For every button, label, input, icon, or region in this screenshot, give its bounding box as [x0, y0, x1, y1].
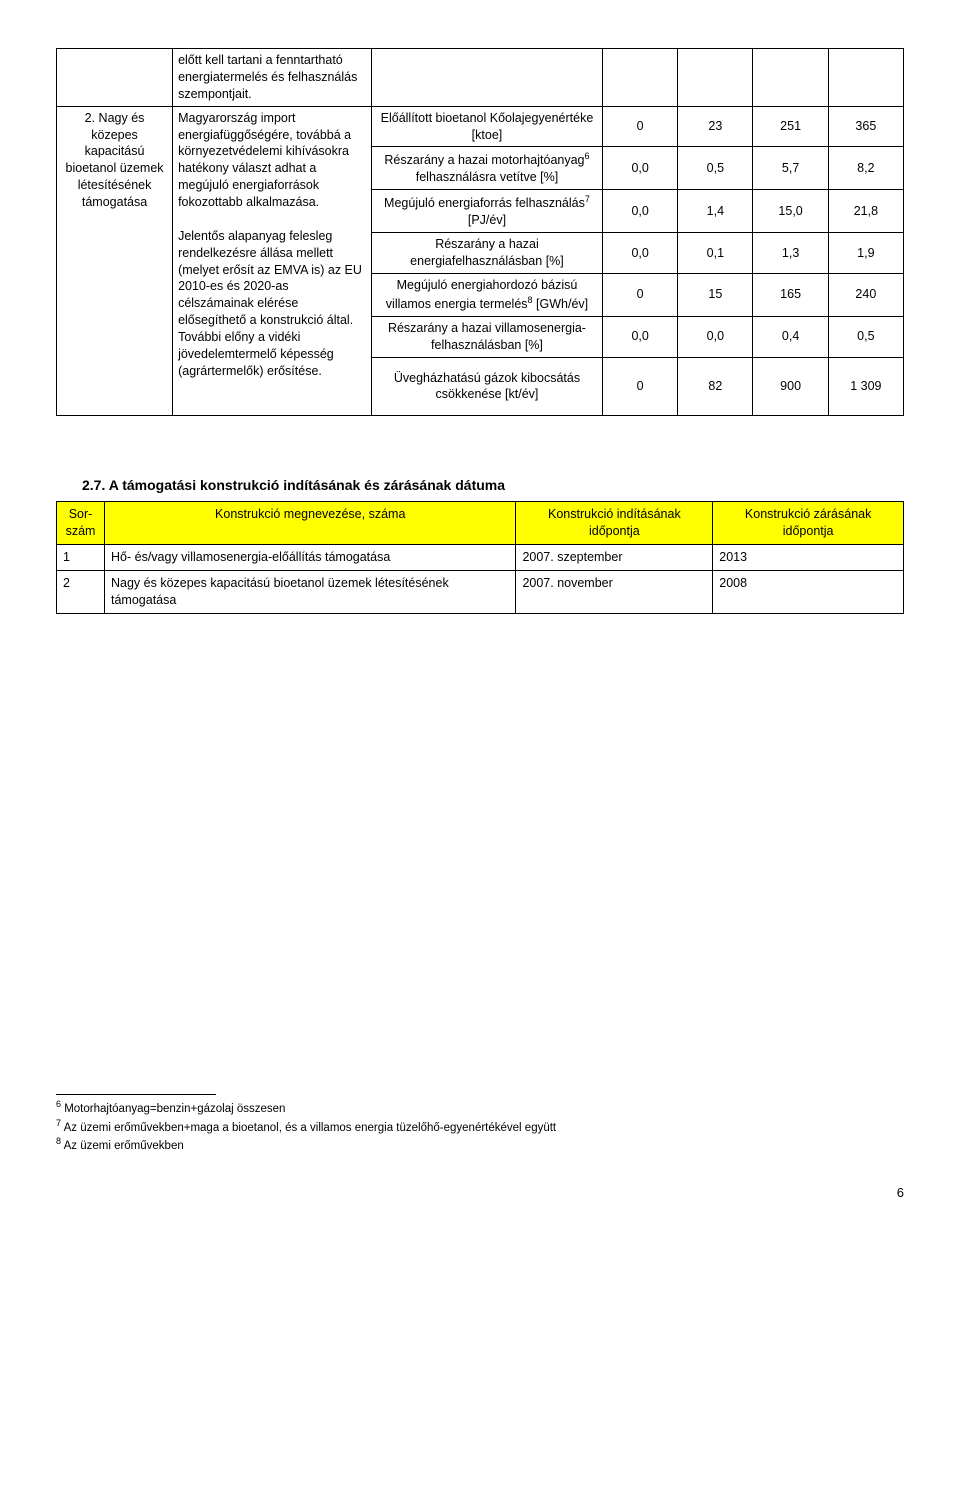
dated-h0: Sor-szám: [57, 502, 105, 545]
ind-2-v1: 1,4: [678, 190, 753, 233]
dated-h2: Konstrukció indításának időpontja: [516, 502, 713, 545]
footnote-6: 6 Motorhajtóanyag=benzin+gázolaj összese…: [56, 1098, 856, 1117]
ind-4-label: Megújuló energiahordozó bázisú villamos …: [371, 273, 602, 316]
ind-3-v3: 1,9: [828, 233, 903, 274]
dated-r1c3: 2008: [713, 570, 904, 613]
dated-table: Sor-szám Konstrukció megnevezése, száma …: [56, 501, 904, 613]
ind-2-label: Megújuló energiaforrás felhasználás7 [PJ…: [371, 190, 602, 233]
ind-3-v0: 0,0: [603, 233, 678, 274]
row1-blank-4: [828, 49, 903, 107]
dated-r1c2: 2007. november: [516, 570, 713, 613]
ind-6-v3: 1 309: [828, 357, 903, 416]
fn6-text: Motorhajtóanyag=benzin+gázolaj összesen: [61, 1102, 285, 1114]
ind-0-v3: 365: [828, 106, 903, 147]
ind-3-label: Részarány a hazai energiafelhasználásban…: [371, 233, 602, 274]
ind-2-v3: 21,8: [828, 190, 903, 233]
dated-r0c3: 2013: [713, 544, 904, 570]
row1-blank-1: [603, 49, 678, 107]
row2-para1: Magyarország import energiafüggőségére, …: [178, 111, 351, 209]
dated-r0c1: Hő- és/vagy villamosenergia-előállítás t…: [105, 544, 516, 570]
ind-1-v0: 0,0: [603, 147, 678, 190]
row1-blank-ind: [371, 49, 602, 107]
ind-5-v3: 0,5: [828, 316, 903, 357]
ind-6-v1: 82: [678, 357, 753, 416]
ind-4-v3: 240: [828, 273, 903, 316]
ind-6-label: Üvegházhatású gázok kibocsátás csökkenés…: [371, 357, 602, 416]
main-table: előtt kell tartani a fenntartható energi…: [56, 48, 904, 416]
dated-r0c0: 1: [57, 544, 105, 570]
ind-3-v1: 0,1: [678, 233, 753, 274]
ind-5-label: Részarány a hazai villamosenergia-felhas…: [371, 316, 602, 357]
row2-narrative: Magyarország import energiafüggőségére, …: [173, 106, 372, 416]
fn7-text: Az üzemi erőművekben+maga a bioetanol, é…: [61, 1121, 556, 1133]
footnotes-block: 6 Motorhajtóanyag=benzin+gázolaj összese…: [56, 1098, 856, 1155]
row1-blank-3: [753, 49, 828, 107]
row1-narrative: előtt kell tartani a fenntartható energi…: [173, 49, 372, 107]
dated-r1c0: 2: [57, 570, 105, 613]
dated-r1c1: Nagy és közepes kapacitású bioetanol üze…: [105, 570, 516, 613]
ind-5-v1: 0,0: [678, 316, 753, 357]
ind-4-v1: 15: [678, 273, 753, 316]
row2-left-label: 2. Nagy és közepes kapacitású bioetanol …: [57, 106, 173, 416]
ind-4-v2: 165: [753, 273, 828, 316]
ind-4-v0: 0: [603, 273, 678, 316]
ind-1-label: Részarány a hazai motorhajtóanyag6 felha…: [371, 147, 602, 190]
footnote-separator: [56, 1094, 216, 1095]
footnote-7: 7 Az üzemi erőművekben+maga a bioetanol,…: [56, 1117, 856, 1136]
ind-6-v0: 0: [603, 357, 678, 416]
ind-1-v1: 0,5: [678, 147, 753, 190]
ind-0-v2: 251: [753, 106, 828, 147]
ind-5-v2: 0,4: [753, 316, 828, 357]
section-27-heading: 2.7. A támogatási konstrukció indításána…: [82, 476, 904, 495]
dated-h3: Konstrukció zárásának időpontja: [713, 502, 904, 545]
fn8-text: Az üzemi erőművekben: [61, 1140, 184, 1152]
ind-3-v2: 1,3: [753, 233, 828, 274]
ind-0-v0: 0: [603, 106, 678, 147]
ind-1-v3: 8,2: [828, 147, 903, 190]
ind-2-v2: 15,0: [753, 190, 828, 233]
dated-h1: Konstrukció megnevezése, száma: [105, 502, 516, 545]
ind-0-v1: 23: [678, 106, 753, 147]
ind-1-v2: 5,7: [753, 147, 828, 190]
ind-5-v0: 0,0: [603, 316, 678, 357]
row2-para2: Jelentős alapanyag felesleg rendelkezésr…: [178, 229, 362, 378]
ind-2-v0: 0,0: [603, 190, 678, 233]
row1-left-empty: [57, 49, 173, 107]
row1-blank-2: [678, 49, 753, 107]
ind-0-label: Előállított bioetanol Kőolajegyenértéke …: [371, 106, 602, 147]
ind-6-v2: 900: [753, 357, 828, 416]
footnote-8: 8 Az üzemi erőművekben: [56, 1135, 856, 1154]
page-number: 6: [56, 1184, 904, 1202]
dated-r0c2: 2007. szeptember: [516, 544, 713, 570]
